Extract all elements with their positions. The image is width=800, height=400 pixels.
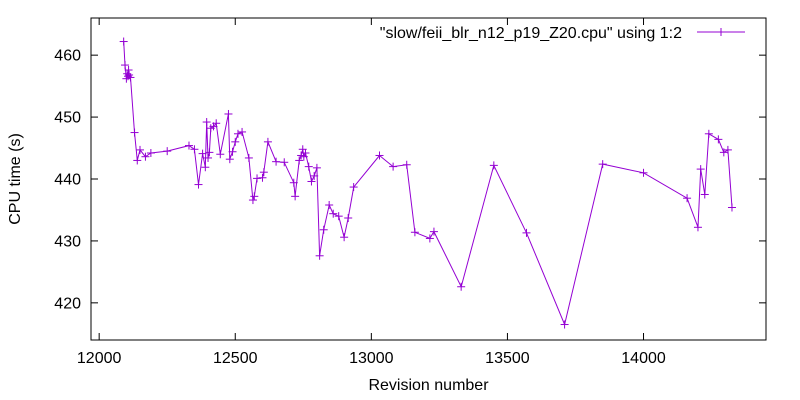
- data-point: [253, 174, 262, 183]
- data-point: [263, 137, 272, 146]
- data-point: [344, 214, 353, 223]
- data-point: [224, 109, 233, 118]
- data-point: [425, 234, 434, 243]
- data-point: [228, 147, 237, 156]
- data-point: [124, 66, 133, 75]
- x-tick-label: 14000: [621, 350, 666, 367]
- data-point: [126, 73, 135, 82]
- data-point: [304, 162, 313, 171]
- data-point: [198, 149, 207, 158]
- legend: "slow/feii_blr_n12_p19_Z20.cpu" using 1:…: [380, 25, 745, 42]
- data-point: [141, 152, 150, 161]
- data-point: [714, 135, 723, 144]
- data-point: [723, 145, 732, 154]
- data-point: [312, 163, 321, 172]
- y-tick-label: 450: [54, 110, 81, 127]
- data-point: [250, 192, 259, 201]
- data-point: [135, 145, 144, 154]
- data-point: [258, 173, 267, 182]
- data-point: [402, 160, 411, 169]
- y-tick-label: 440: [54, 172, 81, 189]
- data-point: [319, 225, 328, 234]
- data-point: [295, 156, 304, 165]
- x-tick-label: 12000: [77, 350, 122, 367]
- data-point: [205, 148, 214, 157]
- data-point: [291, 192, 300, 201]
- data-point: [700, 190, 709, 199]
- data-point: [289, 178, 298, 187]
- data-point: [238, 127, 247, 136]
- x-tick-label: 13500: [485, 350, 530, 367]
- data-point: [310, 171, 319, 180]
- data-point: [340, 233, 349, 242]
- y-tick-label: 460: [54, 48, 81, 65]
- data-point: [389, 162, 398, 171]
- data-point: [299, 152, 308, 161]
- data-point: [119, 37, 128, 46]
- data-point: [522, 228, 531, 237]
- data-point: [184, 141, 193, 150]
- x-tick-label: 12500: [213, 350, 258, 367]
- data-point: [349, 183, 358, 192]
- axis-tick-labels: 12000 12500 13000 13500 14000 420 430 440 450 460: [54, 48, 666, 367]
- data-point: [696, 165, 705, 174]
- data-point: [719, 148, 728, 157]
- data-point: [489, 161, 498, 170]
- data-point: [329, 209, 338, 218]
- data-point: [639, 168, 648, 177]
- legend-entry-label: "slow/feii_blr_n12_p19_Z20.cpu" using 1:…: [380, 25, 682, 42]
- data-point: [429, 227, 438, 236]
- data-point: [146, 148, 155, 157]
- data-point: [301, 148, 310, 157]
- legend-marker: [717, 28, 725, 36]
- plot-frame: [90, 17, 767, 341]
- data-point: [190, 145, 199, 154]
- data-point: [259, 168, 268, 177]
- data-point: [233, 129, 242, 138]
- data-point: [334, 212, 343, 221]
- data-point: [244, 153, 253, 162]
- x-axis-label: Revision number: [368, 377, 489, 394]
- data-point: [375, 151, 384, 160]
- data-point: [325, 201, 334, 210]
- series-group: [119, 37, 736, 329]
- data-point: [121, 61, 130, 70]
- data-point: [133, 156, 142, 165]
- data-point: [598, 160, 607, 169]
- data-point: [457, 282, 466, 291]
- y-tick-label: 430: [54, 233, 81, 250]
- data-point: [204, 153, 213, 162]
- data-point: [216, 150, 225, 159]
- series-line: [123, 41, 733, 327]
- data-point: [693, 223, 702, 232]
- data-point: [315, 251, 324, 260]
- data-point: [130, 128, 139, 137]
- data-point: [212, 119, 221, 128]
- data-point: [307, 177, 316, 186]
- y-axis-label: CPU time (s): [7, 133, 24, 225]
- data-point: [225, 155, 234, 164]
- data-point: [231, 137, 240, 146]
- data-point: [272, 157, 281, 166]
- data-point: [194, 180, 203, 189]
- data-point: [201, 163, 210, 172]
- data-point: [410, 228, 419, 237]
- data-point: [683, 194, 692, 203]
- data-point: [163, 147, 172, 156]
- data-point: [248, 196, 257, 205]
- data-point: [704, 129, 713, 138]
- y-tick-label: 420: [54, 295, 81, 312]
- data-point: [727, 203, 736, 212]
- data-point: [560, 320, 569, 329]
- axis-ticks: [91, 18, 766, 340]
- data-point: [202, 118, 211, 127]
- data-point: [280, 158, 289, 167]
- x-tick-label: 13000: [349, 350, 394, 367]
